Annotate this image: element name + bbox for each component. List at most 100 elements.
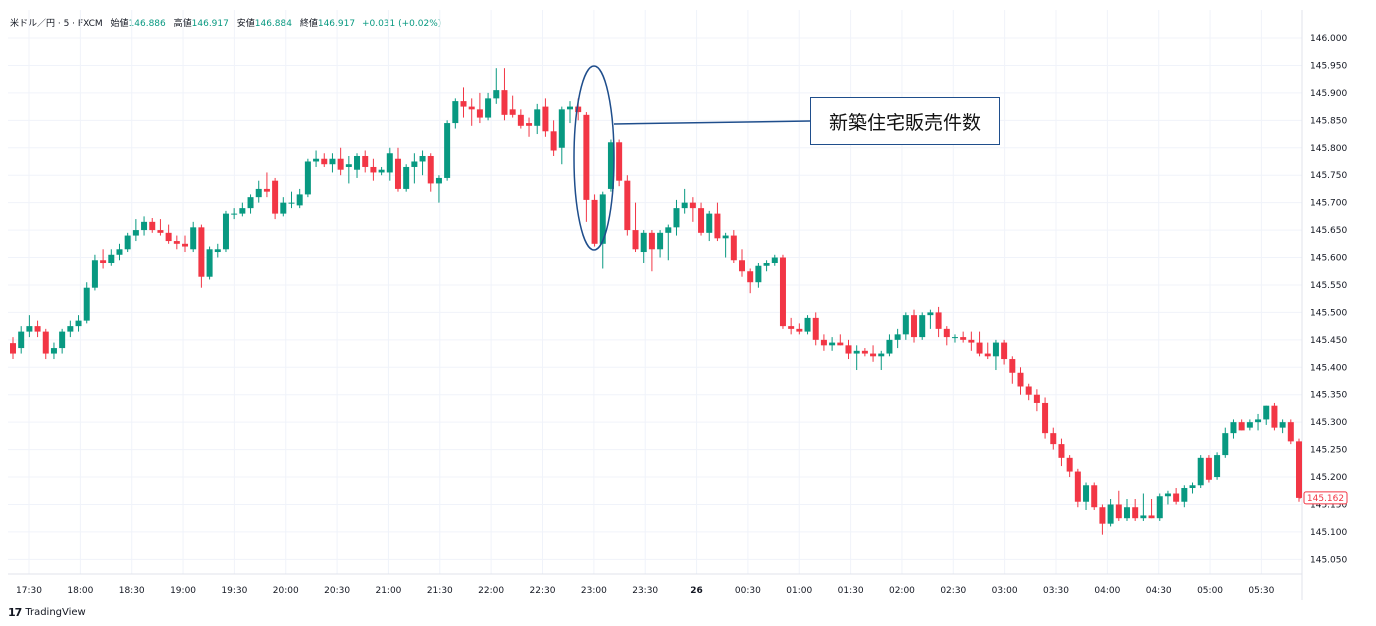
- candles: [10, 68, 1302, 535]
- candle-up: [91, 254, 98, 291]
- candle-down: [1287, 419, 1294, 445]
- candle-up: [919, 312, 926, 340]
- candle-body: [83, 287, 90, 321]
- candle-body: [1025, 386, 1032, 395]
- candle-down: [870, 345, 877, 362]
- candle-body: [575, 106, 582, 113]
- candle-down: [526, 117, 533, 137]
- candle-body: [435, 177, 442, 184]
- candle-down: [337, 147, 344, 176]
- candle-down: [1238, 419, 1245, 431]
- candle-body: [272, 180, 279, 214]
- candle-body: [280, 202, 287, 214]
- candle-body: [386, 153, 393, 173]
- y-tick-label: 145.650: [1310, 226, 1347, 236]
- candle-up: [444, 120, 451, 181]
- candle-body: [501, 90, 508, 115]
- candle-body: [665, 227, 672, 233]
- candle-up: [26, 315, 33, 338]
- symbol-label[interactable]: 米ドル／円 · 5 · FXCM: [10, 19, 103, 29]
- tradingview-logo[interactable]: 17 TradingView: [8, 606, 86, 619]
- candle-down: [1074, 468, 1081, 508]
- annotation-leader-line: [613, 120, 811, 125]
- candle-up: [1164, 490, 1171, 505]
- candle-down: [796, 323, 803, 335]
- close-value: 146.917: [317, 19, 356, 29]
- candle-body: [182, 243, 189, 247]
- candle-up: [755, 263, 762, 288]
- candle-body: [992, 342, 999, 357]
- candle-up: [534, 103, 541, 135]
- open-value: 146.886: [128, 19, 166, 29]
- candle-body: [698, 208, 705, 233]
- candle-up: [1246, 419, 1253, 431]
- y-tick-label: 146.000: [1310, 34, 1347, 44]
- candle-body: [116, 249, 123, 255]
- candle-body: [583, 114, 590, 200]
- candle-down: [1009, 356, 1016, 384]
- candle-down: [149, 218, 156, 233]
- candle-up: [386, 147, 393, 181]
- candle-body: [935, 312, 942, 329]
- candle-body: [1205, 457, 1212, 480]
- candle-body: [67, 326, 74, 332]
- y-tick-label: 145.250: [1310, 446, 1347, 456]
- candle-body: [1287, 422, 1294, 442]
- candle-body: [845, 345, 852, 354]
- candle-up: [804, 315, 811, 335]
- candle-down: [468, 98, 475, 126]
- candle-down: [820, 334, 827, 351]
- candle-down: [1091, 482, 1098, 510]
- candle-body: [91, 260, 98, 288]
- candle-up: [329, 153, 336, 173]
- candle-down: [427, 153, 434, 192]
- candle-body: [354, 155, 361, 170]
- x-tick-label: 18:00: [67, 586, 93, 596]
- candle-body: [206, 249, 213, 277]
- x-tick-label: 20:30: [324, 586, 350, 596]
- low-value: 146.884: [254, 19, 292, 29]
- candle-up: [558, 106, 565, 165]
- candle-up: [894, 328, 901, 349]
- candle-up: [927, 309, 934, 329]
- candle-body: [894, 334, 901, 340]
- candle-up: [222, 210, 229, 253]
- candle-up: [763, 260, 770, 272]
- candle-up: [607, 139, 614, 192]
- candle-up: [706, 210, 713, 242]
- candle-up: [1123, 498, 1130, 521]
- candle-body: [1107, 504, 1114, 524]
- candle-up: [1156, 493, 1163, 521]
- candle-up: [313, 150, 320, 167]
- candle-down: [517, 109, 524, 129]
- candle-body: [427, 155, 434, 184]
- candle-body: [288, 202, 295, 204]
- candle-body: [394, 158, 401, 189]
- annotation-box[interactable]: 新築住宅販売件数: [810, 97, 1000, 145]
- candle-body: [681, 202, 688, 209]
- candle-up: [1230, 419, 1237, 439]
- y-tick-label: 145.350: [1310, 391, 1347, 401]
- candle-down: [583, 112, 590, 222]
- y-tick-label: 145.950: [1310, 61, 1347, 71]
- candle-body: [951, 337, 958, 339]
- candle-body: [34, 326, 41, 332]
- candle-body: [403, 166, 410, 189]
- candle-down: [1132, 498, 1139, 521]
- candle-down: [394, 147, 401, 192]
- candle-down: [501, 68, 508, 121]
- candle-body: [1115, 504, 1122, 519]
- candle-body: [108, 254, 115, 264]
- candle-body: [100, 260, 107, 264]
- candle-body: [263, 188, 270, 192]
- candle-body: [444, 123, 451, 178]
- candle-down: [173, 235, 180, 250]
- candle-down: [1042, 397, 1049, 439]
- candle-up: [239, 202, 246, 217]
- candle-up: [771, 254, 778, 266]
- candle-body: [976, 342, 983, 354]
- candle-body: [124, 235, 131, 250]
- candle-down: [1173, 488, 1180, 505]
- candle-body: [165, 232, 172, 242]
